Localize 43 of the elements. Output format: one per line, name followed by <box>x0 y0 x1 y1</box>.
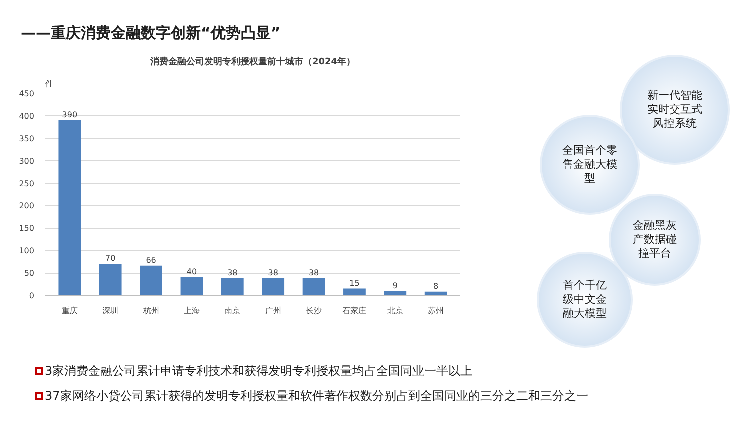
y-tick-label: 100 <box>19 246 35 256</box>
data-label: 9 <box>392 281 398 290</box>
x-tick-label: 杭州 <box>142 306 160 316</box>
data-label: 70 <box>106 254 116 264</box>
y-tick-label: 400 <box>19 112 35 121</box>
x-tick-label: 广州 <box>265 306 282 316</box>
data-label: 390 <box>62 110 78 120</box>
data-label: 8 <box>434 282 439 291</box>
y-tick-label: 0 <box>29 292 35 300</box>
data-label: 38 <box>228 268 238 278</box>
y-tick-label: 50 <box>24 269 35 278</box>
bar <box>58 120 82 296</box>
bar <box>180 278 204 296</box>
chart-title: ——重庆消费金融数字创新“优势凸显” <box>20 23 281 44</box>
y-tick-label: 250 <box>19 179 35 188</box>
bar <box>344 288 366 296</box>
data-label: 15 <box>350 278 360 288</box>
bar <box>302 278 326 296</box>
x-tick-label: 石家庄 <box>342 306 367 316</box>
text: 3家消费金融公司累计申请专利技术和获得发明专利授权量均占全国同业一半以上 <box>44 363 474 380</box>
y-axis-title: 件 <box>46 80 54 88</box>
x-tick-label: 上海 <box>184 306 200 316</box>
y-tick-label: 150 <box>19 224 35 234</box>
data-label: 38 <box>268 268 278 278</box>
x-tick-label: 重庆 <box>62 306 78 316</box>
data-label: 40 <box>186 268 198 277</box>
x-tick-label: 深圳 <box>102 306 119 316</box>
y-tick-label: 300 <box>19 156 35 166</box>
data-label: 66 <box>146 256 156 265</box>
bar <box>140 266 162 296</box>
bar <box>99 264 122 296</box>
bar <box>221 278 244 296</box>
x-tick-label: 长沙 <box>306 306 322 316</box>
x-tick-label: 苏州 <box>428 306 444 316</box>
chart-subtitle: 消费金融公司发明专利授权量前十城市（2024年） <box>149 56 356 68</box>
x-tick-label: 南京 <box>224 306 241 316</box>
y-tick-label: 200 <box>19 202 35 211</box>
x-tick-label: 北京 <box>387 306 404 316</box>
data-label: 38 <box>308 268 320 278</box>
y-tick-label: 350 <box>19 134 35 144</box>
y-tick-label: 450 <box>19 90 35 98</box>
bar <box>262 278 285 296</box>
text: 37家网络小贷公司累计获得的发明专利授权量和软件著作权数分别占到全国同业的三分之二和三分之一 <box>44 388 588 406</box>
